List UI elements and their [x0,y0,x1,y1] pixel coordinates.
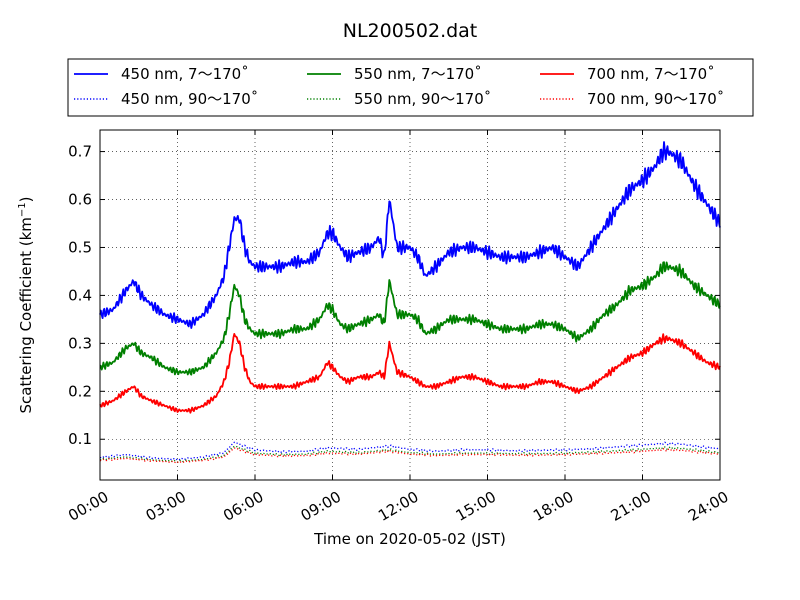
x-tick-label: 18:00 [530,488,576,525]
y-tick-label: 0.2 [68,382,92,400]
x-tick-label: 09:00 [298,488,344,525]
grid [100,130,720,480]
y-tick-label: 0.4 [68,286,92,304]
legend-frame [67,58,754,117]
y-axis-label-superscript: −1 [17,202,28,217]
x-tick-label: 03:00 [143,488,189,525]
x-tick-label: 24:00 [685,488,731,525]
series-line [99,445,721,463]
series-line [99,441,721,461]
legend-label: 700 nm, 90～170˚ [587,90,724,108]
y-tick-label: 0.1 [68,430,92,448]
chart-title: NL200502.dat [343,20,478,42]
y-tick-label: 0.5 [68,238,92,256]
legend-label: 450 nm, 7～170˚ [121,65,249,83]
y-tick-label: 0.7 [68,143,92,161]
x-tick-label: 00:00 [65,488,111,525]
x-tick-label: 21:00 [608,488,654,525]
x-axis-label: Time on 2020-05-02 (JST) [313,530,506,548]
y-axis-label-text: Scattering Coefficient (km [17,217,35,413]
series-line [99,141,721,329]
y-tick-label: 0.3 [68,334,92,352]
x-tick-label: 12:00 [375,488,421,525]
legend-label: 450 nm, 90～170˚ [121,90,258,108]
y-tick-label: 0.6 [68,191,92,209]
series-line [99,332,721,414]
legend-label: 550 nm, 90～170˚ [354,90,491,108]
y-axis-label-close: ) [17,196,35,202]
legend-label: 550 nm, 7～170˚ [354,65,482,83]
legend-label: 700 nm, 7～170˚ [587,65,715,83]
series-layer [99,141,721,464]
series-line [99,261,721,376]
y-axis-label: Scattering Coefficient (km−1) [17,196,35,413]
x-tick-label: 06:00 [220,488,266,525]
legend: 450 nm, 7～170˚ 550 nm, 7～170˚ 700 nm, 7～17… [67,58,754,117]
x-tick-label: 15:00 [453,488,499,525]
